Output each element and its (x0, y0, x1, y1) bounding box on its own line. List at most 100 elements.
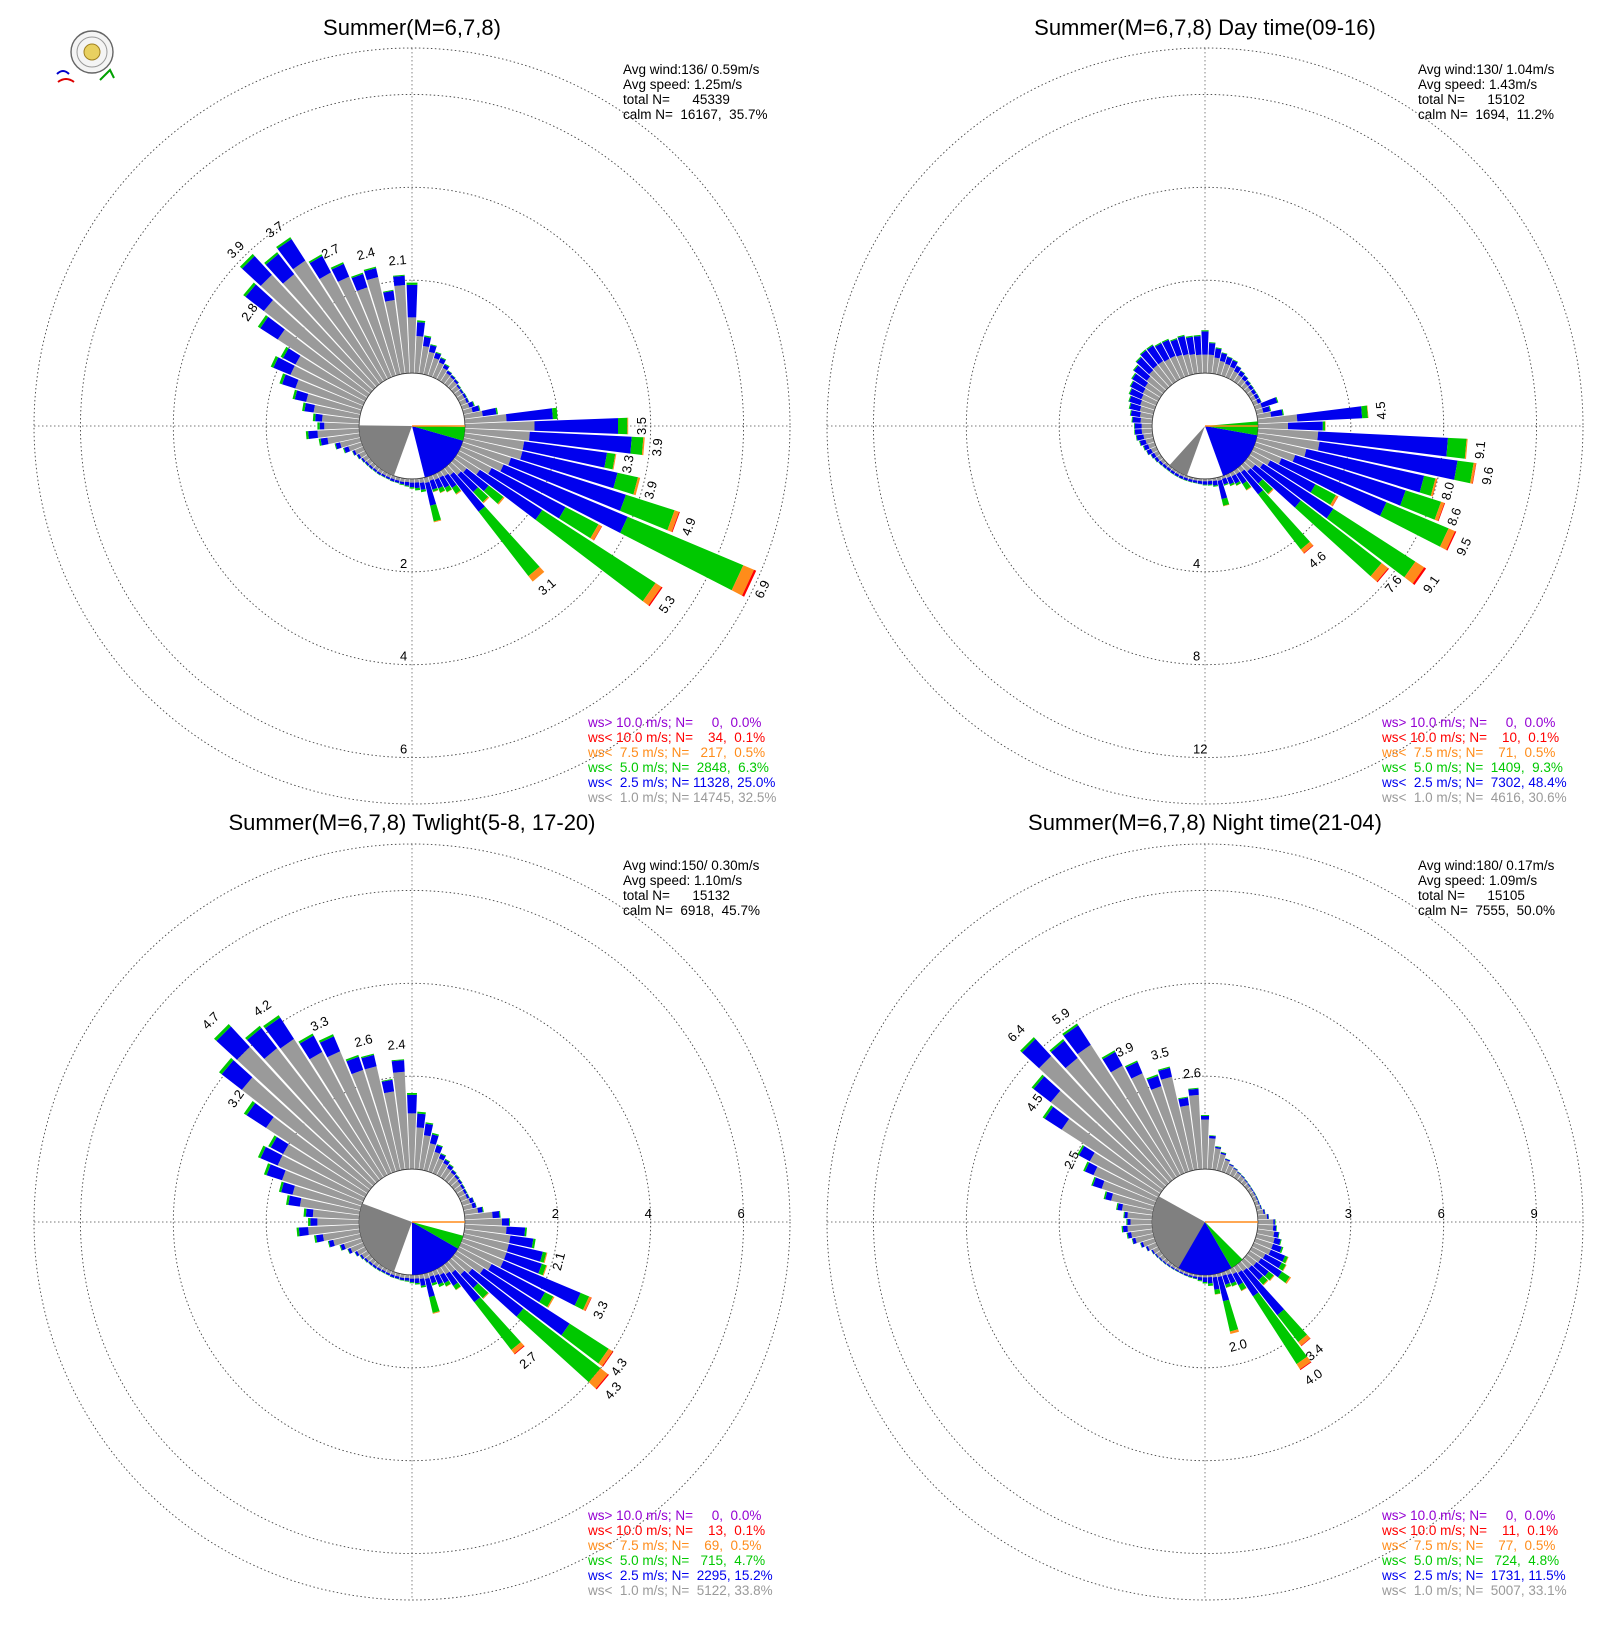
direction-value-label: 3.3 (590, 1298, 611, 1321)
bar-segment-c1 (1198, 1277, 1203, 1280)
bar-segment-c2 (618, 418, 627, 435)
bar-segment-c1 (1273, 1219, 1275, 1224)
sector-bar-185 (405, 1275, 410, 1282)
bar-segment-c1 (407, 285, 418, 318)
direction-value-label: 5.9 (1049, 1005, 1072, 1028)
direction-value-label: 8.6 (1444, 506, 1464, 528)
ring-label: 2 (552, 1206, 559, 1221)
direction-value-label: 3.9 (641, 479, 660, 500)
bar-segment-c1 (405, 482, 410, 486)
sector-bar-90 (1258, 1219, 1276, 1224)
bar-segment-c1 (1123, 1226, 1128, 1233)
stats-line: Avg wind:180/ 0.17m/s (1418, 858, 1555, 873)
direction-value-label: 4.2 (250, 997, 273, 1020)
legend-entry: ws< 10.0 m/s; N= 34, 0.1% (587, 730, 765, 745)
bar-segment-c1 (506, 1227, 525, 1237)
direction-value-label: 3.1 (535, 575, 558, 598)
bar-segment-c2 (407, 1093, 417, 1095)
bar-segment-c2 (1203, 1282, 1208, 1284)
bar-segment-c1 (308, 431, 318, 439)
stats-line: Avg wind:150/ 0.30m/s (623, 858, 760, 873)
direction-value-label: 3.3 (308, 1013, 331, 1034)
stats-line: Avg speed: 1.25m/s (623, 77, 742, 92)
direction-value-label: 4.3 (608, 1355, 631, 1378)
stats-line: total N= 15132 (623, 888, 730, 903)
bar-segment-c0 (1201, 1120, 1209, 1170)
bar-segment-c1 (1208, 1277, 1213, 1284)
ring-label: 9 (1531, 1206, 1538, 1221)
bar-segment-c0 (1202, 355, 1207, 374)
sector-bar-270 (1134, 423, 1152, 428)
sector-bar-180 (1203, 1275, 1208, 1284)
sector-bar-90 (465, 1218, 510, 1226)
sector-bar-185 (1198, 479, 1203, 485)
direction-value-label: 3.5 (634, 417, 649, 435)
direction-value-label: 3.9 (649, 438, 666, 457)
direction-value-label: 2.1 (549, 1251, 568, 1272)
bar-segment-c2 (509, 1218, 510, 1226)
legend-entry: ws< 5.0 m/s; N= 724, 4.8% (1381, 1553, 1559, 1568)
bar-segment-c1 (420, 1278, 426, 1286)
ring-label: 4 (645, 1206, 652, 1221)
sector-bar-0 (1201, 330, 1208, 373)
bar-segment-c2 (1223, 1300, 1238, 1332)
stats-line: Avg wind:136/ 0.59m/s (623, 62, 760, 77)
direction-value-label: 9.1 (1472, 440, 1489, 459)
bar-segment-c0 (410, 1275, 414, 1279)
bar-segment-c1 (1273, 1225, 1277, 1231)
bar-segment-c1 (423, 337, 431, 347)
direction-value-label: 4.7 (199, 1009, 222, 1032)
bar-segment-c2 (1134, 423, 1135, 428)
bar-segment-c1 (482, 408, 497, 416)
ring-label: 4 (1193, 556, 1200, 571)
bar-segment-c1 (299, 1227, 309, 1236)
sector-bar-175 (415, 479, 421, 491)
legend-entry: ws< 5.0 m/s; N= 715, 4.7% (587, 1553, 765, 1568)
bar-segment-c1 (1209, 343, 1216, 355)
bar-segment-c2 (1203, 485, 1208, 486)
direction-value-label: 9.5 (1453, 535, 1474, 558)
stats-line: Avg speed: 1.43m/s (1418, 77, 1537, 92)
bar-segment-c1 (1260, 397, 1277, 408)
bar-segment-c0 (1258, 1214, 1268, 1219)
bar-segment-c1 (393, 276, 405, 286)
stats-line: Avg speed: 1.09m/s (1418, 873, 1537, 888)
stats-line: calm N= 16167, 35.7% (623, 107, 767, 122)
legend-entry: ws< 7.5 m/s; N= 71, 0.5% (1381, 745, 1555, 760)
legend-entry: ws< 2.5 m/s; N= 7302, 48.4% (1381, 775, 1567, 790)
severe-storm-lab-logo (57, 31, 114, 82)
bar-segment-c1 (1124, 1212, 1128, 1218)
bar-segment-c1 (1270, 409, 1282, 417)
legend-entry: ws< 2.5 m/s; N= 11328, 25.0% (587, 775, 775, 790)
bar-segment-c0 (1141, 418, 1153, 424)
bar-segment-c2 (1275, 1219, 1276, 1224)
direction-value-label: 3.3 (619, 454, 637, 474)
sector-bar-270 (308, 1218, 359, 1226)
sector-bar-180 (1203, 479, 1208, 486)
sector-bar-175 (1208, 479, 1213, 486)
bar-segment-c2 (1208, 1283, 1213, 1286)
bar-segment-c1 (392, 1060, 405, 1073)
panel-title: Summer(M=6,7,8) Night time(21-04) (1028, 810, 1382, 835)
bar-segment-c1 (1127, 1219, 1130, 1225)
legend-entry: ws< 7.5 m/s; N= 77, 0.5% (1381, 1538, 1555, 1553)
direction-value-label: 6.9 (752, 578, 773, 601)
bar-segment-c0 (465, 1219, 502, 1226)
bar-segment-c0 (1257, 1210, 1264, 1215)
bar-segment-c0 (408, 317, 416, 373)
sector-bar-85 (1258, 1214, 1270, 1219)
bar-segment-c2 (1446, 438, 1466, 459)
legend-entry: ws> 10.0 m/s; N= 0, 0.0% (1381, 1508, 1555, 1523)
ring-label: 8 (1193, 649, 1200, 664)
bar-segment-c0 (1258, 423, 1288, 429)
direction-value-label: 2.4 (387, 1036, 406, 1053)
legend-entry: ws< 1.0 m/s; N= 14745, 32.5% (587, 790, 776, 805)
legend-entry: ws> 10.0 m/s; N= 0, 0.0% (587, 715, 761, 730)
direction-value-label: 6.4 (1004, 1021, 1027, 1044)
bar-segment-c0 (1258, 1219, 1273, 1224)
bar-segment-c1 (383, 291, 395, 302)
legend-entry: ws< 5.0 m/s; N= 1409, 9.3% (1381, 760, 1563, 775)
sector-bar-180 (410, 479, 415, 489)
legend-entry: ws< 10.0 m/s; N= 13, 0.1% (587, 1523, 765, 1538)
